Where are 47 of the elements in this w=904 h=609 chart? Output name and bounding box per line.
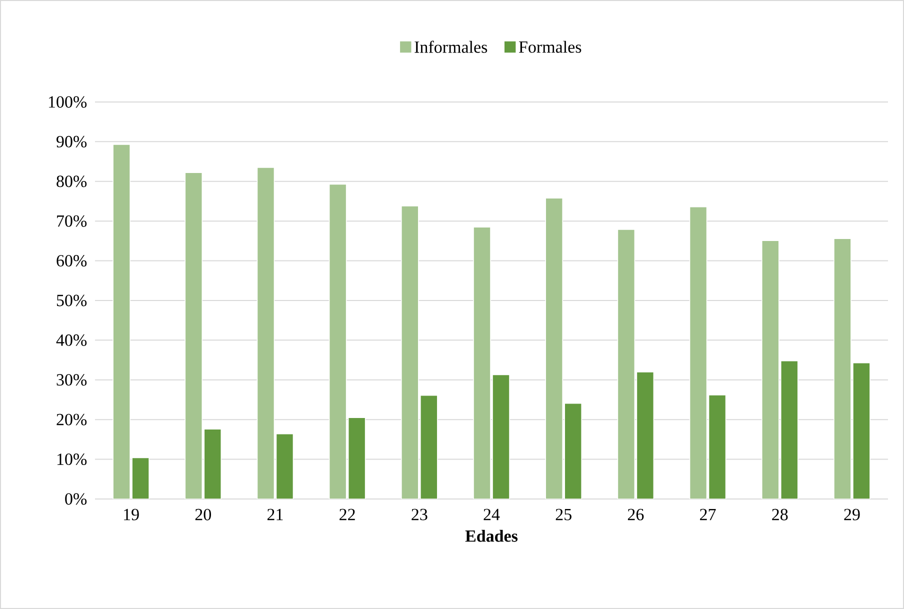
y-tick-label: 60%: [56, 255, 87, 267]
bar: [636, 372, 654, 499]
y-tick-label: 30%: [56, 374, 87, 386]
y-tick-label: 90%: [56, 136, 87, 148]
bar: [780, 360, 798, 499]
bar: [761, 240, 780, 499]
bar: [276, 433, 294, 499]
bar: [348, 417, 366, 499]
bar: [852, 362, 870, 499]
bar: [689, 206, 708, 499]
x-tick-label: 29: [844, 508, 860, 520]
x-tick-label: 19: [124, 508, 139, 520]
y-tick-label: 20%: [56, 414, 87, 426]
x-tick-label: 21: [267, 508, 283, 520]
bar: [420, 394, 438, 499]
y-tick-label: 70%: [57, 215, 87, 227]
x-tick-label: 20: [195, 508, 211, 520]
legend-label: Formales: [518, 40, 582, 53]
bar: [708, 394, 726, 499]
bar: [112, 144, 130, 499]
bar: [834, 238, 852, 499]
y-tick-label: 100%: [48, 96, 87, 108]
bar: [256, 167, 275, 499]
bar: [184, 172, 203, 499]
x-tick-label: 23: [412, 508, 428, 520]
x-axis-title: Edades: [465, 530, 518, 542]
bar: [492, 374, 510, 499]
y-tick-label: 10%: [57, 454, 87, 466]
x-tick-label: 25: [556, 508, 572, 520]
bar: [545, 198, 563, 499]
bar: [132, 457, 150, 499]
x-tick-label: 22: [340, 508, 355, 520]
bar: [564, 402, 582, 499]
bar: [473, 226, 491, 499]
y-tick-label: 40%: [56, 334, 87, 346]
x-tick-label: 27: [700, 508, 716, 520]
y-tick-label: 50%: [56, 294, 87, 306]
bar: [328, 184, 347, 499]
bar: [617, 229, 636, 499]
y-tick-label: 80%: [56, 176, 87, 188]
x-tick-label: 24: [484, 508, 500, 520]
legend-label: Informales: [414, 40, 488, 53]
x-tick-label: 26: [628, 508, 644, 520]
x-tick-label: 28: [772, 508, 788, 520]
bar: [401, 206, 419, 499]
y-tick-label: 0%: [65, 493, 87, 505]
bar: [204, 428, 222, 499]
